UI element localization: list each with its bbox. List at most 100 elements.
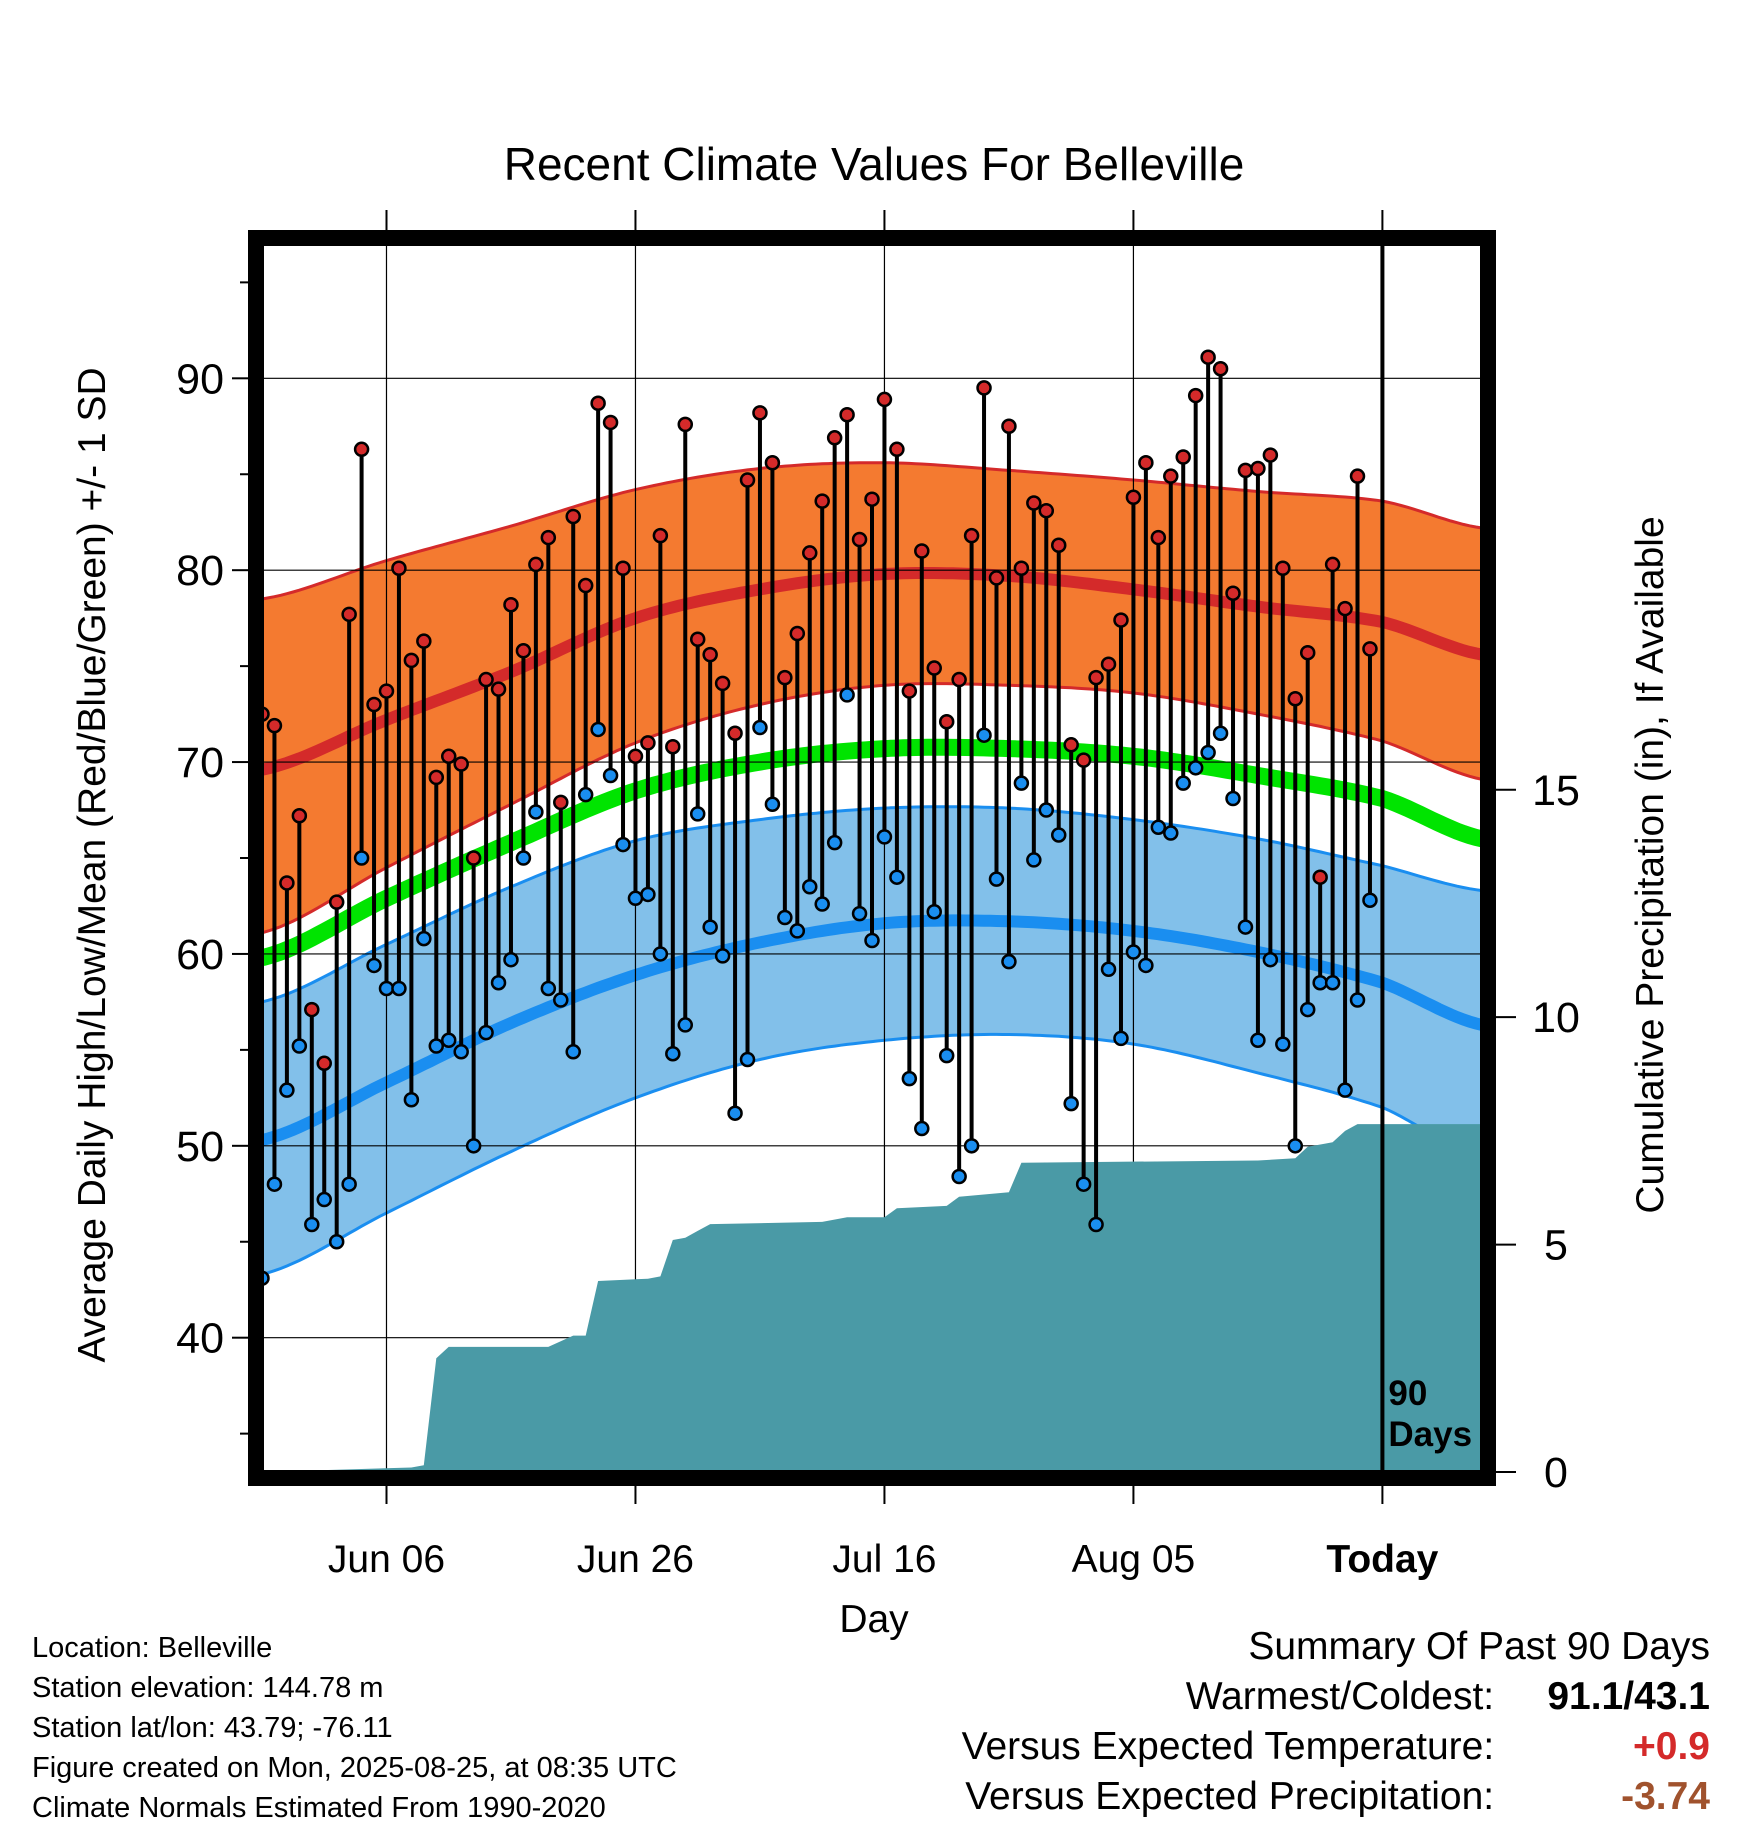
daily-high-point [266, 717, 283, 734]
daily-low-point [1113, 1030, 1129, 1047]
daily-high-point [1349, 468, 1366, 484]
daily-high-point [1125, 489, 1142, 506]
daily-low-point [1212, 725, 1229, 742]
daily-low-point [764, 796, 781, 813]
summary-warmest-label: Warmest/Coldest: [1185, 1675, 1495, 1718]
daily-low-point [727, 1105, 743, 1121]
daily-low-point [279, 1082, 295, 1098]
daily-low-point [615, 836, 631, 853]
cumulative-precip-area [262, 1124, 1482, 1472]
daily-high-point [279, 875, 295, 891]
daily-low-point [777, 909, 793, 926]
daily-high-point [577, 577, 594, 594]
daily-high-point [914, 543, 930, 559]
daily-low-point [889, 869, 905, 885]
daily-high-point [802, 545, 818, 561]
daily-high-point [839, 407, 855, 423]
daily-low-point [851, 905, 868, 922]
daily-high-point [1362, 641, 1378, 657]
daily-high-point [291, 808, 308, 824]
daily-high-point [540, 529, 557, 546]
daily-high-point [876, 391, 893, 408]
daily-low-point [1050, 827, 1067, 843]
daily-high-point [752, 405, 768, 421]
daily-low-point [1075, 1176, 1092, 1192]
daily-low-point [752, 719, 768, 736]
daily-low-point [403, 1092, 420, 1108]
daily-high-point [1100, 656, 1117, 672]
daily-low-point [366, 957, 382, 974]
x-axis-label: Day [839, 1598, 909, 1641]
daily-high-point [1212, 360, 1229, 377]
daily-low-point [802, 879, 818, 895]
daily-high-point [416, 633, 432, 649]
daily-low-point [1088, 1216, 1104, 1233]
daily-high-point [503, 596, 519, 613]
daily-high-point [1113, 612, 1129, 628]
daily-high-point [590, 395, 606, 412]
daily-low-point [1150, 819, 1167, 836]
y2-axis-label: Cumulative Precipitation (in), If Availa… [1629, 516, 1672, 1213]
daily-low-point [378, 980, 395, 997]
daily-high-point [565, 508, 581, 525]
high-upper-edge [261, 461, 1483, 601]
daily-low-point [1063, 1095, 1079, 1112]
daily-high-point [615, 560, 631, 577]
today-marker-label-days-word: Days [1388, 1415, 1472, 1454]
daily-high-point [440, 748, 457, 765]
summary-precip-label: Versus Expected Precipitation: [965, 1775, 1495, 1818]
x-tick-label: Jun 06 [328, 1538, 445, 1581]
daily-high-point [1187, 387, 1204, 404]
daily-low-point [714, 948, 731, 964]
x-tick-label: Aug 05 [1072, 1538, 1196, 1581]
daily-low-point [1175, 775, 1191, 791]
daily-high-point [640, 735, 656, 751]
daily-low-point [789, 923, 806, 939]
daily-low-point [988, 871, 1005, 887]
y-tick-label: 70 [176, 739, 224, 787]
daily-low-point [341, 1176, 357, 1192]
summary-precip-value: -3.74 [1621, 1775, 1710, 1818]
daily-low-point [590, 721, 606, 738]
daily-high-point [689, 631, 706, 648]
daily-low-point [540, 980, 557, 997]
y-tick-label: 50 [176, 1123, 224, 1171]
daily-high-point [677, 416, 694, 433]
daily-low-point [503, 951, 519, 968]
daily-low-point [1287, 1138, 1304, 1154]
daily-high-point [490, 681, 507, 697]
x-tick-label: Jul 16 [832, 1538, 936, 1581]
low-lower-edge [261, 1032, 1483, 1276]
daily-low-point [627, 890, 644, 907]
daily-high-point [528, 556, 544, 573]
daily-high-point [739, 472, 756, 488]
high-sd-band [262, 462, 1482, 933]
daily-high-point [988, 570, 1005, 586]
station-info: Location: Belleville Station elevation: … [32, 1628, 677, 1828]
daily-high-point [1150, 529, 1167, 546]
daily-high-point [976, 380, 992, 396]
daily-high-point [353, 441, 370, 458]
daily-high-point [465, 850, 482, 866]
y-tick-label: 40 [176, 1315, 224, 1363]
daily-high-point [851, 531, 868, 548]
daily-low-point [1200, 744, 1216, 761]
daily-low-point [1001, 953, 1017, 970]
daily-low-point [453, 1044, 469, 1060]
y-tick-label: 90 [176, 355, 224, 403]
daily-high-point [864, 491, 880, 507]
daily-low-point [1138, 957, 1154, 974]
daily-low-point [391, 980, 407, 997]
y2-tick-label: 15 [1532, 767, 1580, 815]
daily-high-point [378, 683, 395, 699]
axes: 40 50 60 70 80 90 0 5 10 15 Jun 06 Jun 26 Jul 16 Aug … [176, 210, 1580, 1581]
y-tick-label: 80 [176, 547, 224, 595]
daily-high-point [814, 493, 830, 509]
daily-low-point [938, 1047, 955, 1064]
daily-high-point [1262, 447, 1279, 463]
info-created: Figure created on Mon, 2025-08-25, at 08… [32, 1752, 677, 1784]
info-elevation: Station elevation: 144.78 m [32, 1672, 384, 1704]
summary-temp-label: Versus Expected Temperature: [961, 1725, 1495, 1768]
daily-high-point [478, 671, 494, 688]
daily-high-point [1287, 690, 1304, 707]
